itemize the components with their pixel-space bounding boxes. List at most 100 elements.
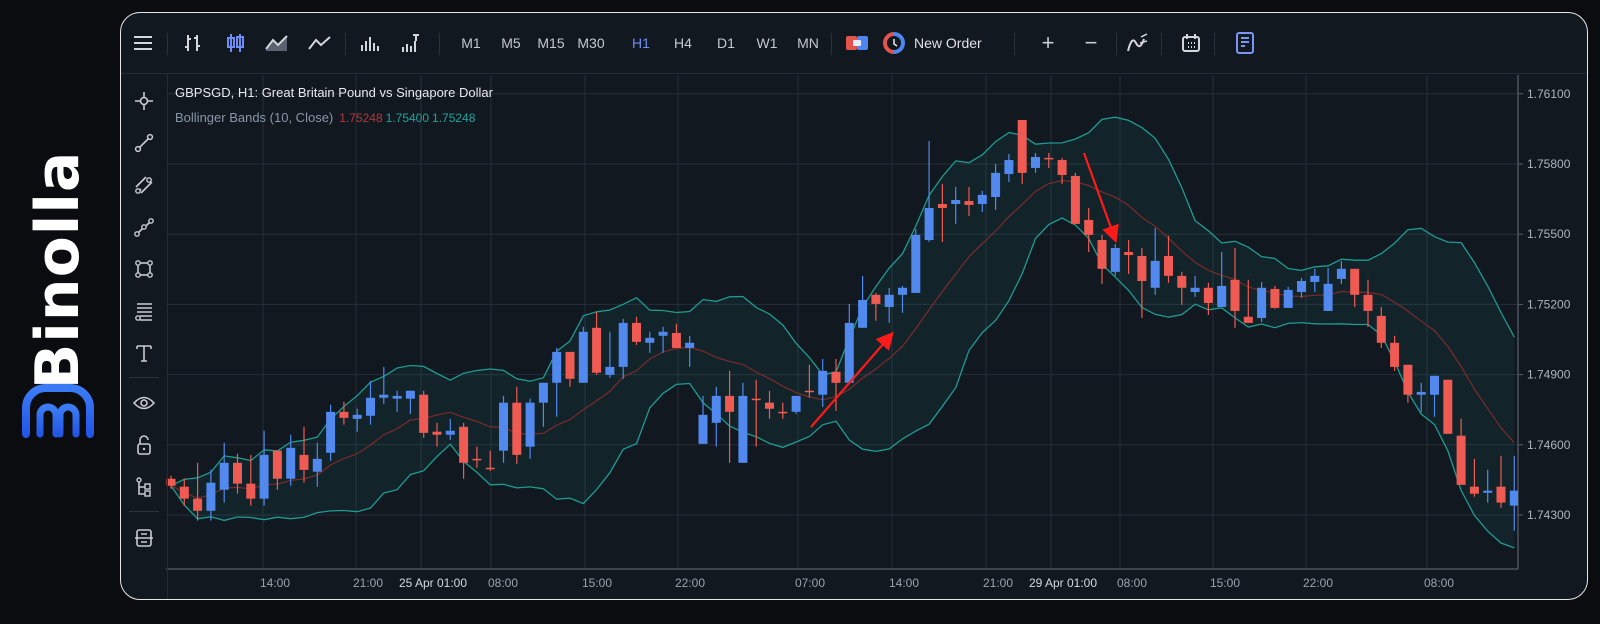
bearish-candle <box>937 183 947 242</box>
bullish-candle <box>312 442 322 487</box>
bullish-candle <box>1310 268 1320 292</box>
bullish-candle <box>1336 260 1346 284</box>
candle-body <box>1390 342 1400 367</box>
bullish-candle <box>951 186 961 224</box>
bullish-candle <box>977 190 987 212</box>
bearish-candle <box>1363 279 1373 327</box>
bullish-candle <box>1004 153 1014 183</box>
bullish-candle <box>685 335 695 367</box>
eye-icon[interactable] <box>133 392 155 414</box>
bearish-candle <box>725 370 735 463</box>
bullish-candle <box>911 229 921 293</box>
candle-body <box>1230 279 1240 311</box>
bullish-candle <box>618 318 628 379</box>
candlestick-icon[interactable] <box>224 31 248 55</box>
area-chart-icon[interactable] <box>264 31 290 55</box>
candle-body <box>791 395 801 412</box>
timeframe-h4[interactable]: H4 <box>674 35 692 51</box>
candle-body <box>831 371 841 383</box>
candle-body <box>1217 285 1227 307</box>
bearish-candle <box>751 379 761 447</box>
candle-body <box>1164 255 1173 276</box>
bullish-candle <box>1297 277 1306 298</box>
candle-body <box>1297 281 1306 292</box>
bullish-candle <box>1150 227 1160 295</box>
crosshair-icon[interactable] <box>133 90 155 112</box>
bullish-candle <box>219 442 229 503</box>
bullish-candle <box>645 331 655 353</box>
candle-body <box>1084 219 1094 235</box>
bearish-candle <box>299 426 309 483</box>
bearish-candle <box>179 478 189 506</box>
zoom-in-button[interactable]: + <box>1041 30 1055 55</box>
timeframe-m15[interactable]: M15 <box>537 35 565 51</box>
hamburger-icon[interactable] <box>131 31 155 55</box>
candle-body <box>1509 490 1518 506</box>
bullish-candle <box>791 395 801 414</box>
timeframe-w1[interactable]: W1 <box>756 35 778 51</box>
timeframe-d1[interactable]: D1 <box>717 35 735 51</box>
indicators-icon[interactable] <box>1125 31 1151 55</box>
candle-body <box>1097 240 1107 269</box>
candle-body <box>219 462 229 490</box>
bearish-candle <box>459 422 469 479</box>
bearish-candle <box>632 316 641 345</box>
bearish-candle <box>1376 306 1386 348</box>
timeframe-h1[interactable]: H1 <box>632 35 650 51</box>
price-chart[interactable]: 1.76100 1.75800 1.75500 1.75200 1.74900 1.746… <box>121 13 1587 599</box>
bearish-candle <box>1164 235 1173 283</box>
line-chart-icon[interactable] <box>307 31 333 55</box>
candle-body <box>1177 275 1187 288</box>
volume-icon[interactable] <box>357 31 381 55</box>
candle-body <box>432 431 442 435</box>
timeframe-m5[interactable]: M5 <box>501 35 521 51</box>
text-icon[interactable] <box>133 342 155 364</box>
time-axis-label: 21:00 <box>353 576 383 590</box>
bearish-candle <box>964 186 974 216</box>
time-axis-label: 08:00 <box>488 576 518 590</box>
bearish-candle <box>1403 364 1413 403</box>
bullish-candle <box>1283 286 1293 308</box>
bullish-candle <box>525 398 535 459</box>
timeframe-m30[interactable]: M30 <box>577 35 605 51</box>
bar-chart-icon[interactable] <box>181 31 205 55</box>
candle-body <box>193 498 203 511</box>
candle-body <box>618 322 628 367</box>
trend-line-icon[interactable] <box>133 132 155 154</box>
candle-body <box>937 204 947 208</box>
candle-body <box>1137 255 1147 281</box>
bearish-candle <box>1243 279 1253 323</box>
parallel-channel-icon[interactable] <box>133 174 155 196</box>
bearish-candle <box>831 358 841 411</box>
timeframe-m1[interactable]: M1 <box>461 35 481 51</box>
calendar-icon[interactable] <box>1179 31 1203 55</box>
fibonacci-icon[interactable] <box>133 300 155 322</box>
polyline-icon[interactable] <box>133 216 155 238</box>
time-axis-label: 07:00 <box>795 576 825 590</box>
one-click-trading-icon[interactable] <box>843 31 871 55</box>
bullish-candle <box>1483 469 1493 503</box>
bullish-candle <box>991 164 1001 210</box>
data-window-icon[interactable] <box>133 527 155 549</box>
tick-volume-icon[interactable] <box>399 31 423 55</box>
bullish-candle <box>1416 382 1426 412</box>
candle-body <box>1017 120 1027 173</box>
indicator-legend[interactable]: Bollinger Bands (10, Close) 1.75248 1.7540… <box>175 110 493 125</box>
unlock-icon[interactable] <box>133 434 155 456</box>
bearish-candle <box>1443 379 1453 434</box>
candle-body <box>698 414 708 444</box>
rectangle-icon[interactable] <box>133 258 155 280</box>
bollinger-upper-band <box>170 116 1515 487</box>
candle-body <box>738 395 748 463</box>
new-order-button[interactable]: New Order <box>883 31 1013 55</box>
bearish-candle <box>1230 248 1240 328</box>
bullish-candle <box>711 386 721 447</box>
time-axis-label: 29 Apr 01:00 <box>1029 576 1097 590</box>
object-tree-icon[interactable] <box>133 476 155 498</box>
notes-icon[interactable] <box>1233 31 1257 55</box>
candle-body <box>565 351 575 379</box>
zoom-out-button[interactable]: − <box>1084 30 1098 55</box>
candle-body <box>1283 289 1293 308</box>
candle-body <box>1483 490 1493 493</box>
timeframe-mn[interactable]: MN <box>797 35 819 51</box>
